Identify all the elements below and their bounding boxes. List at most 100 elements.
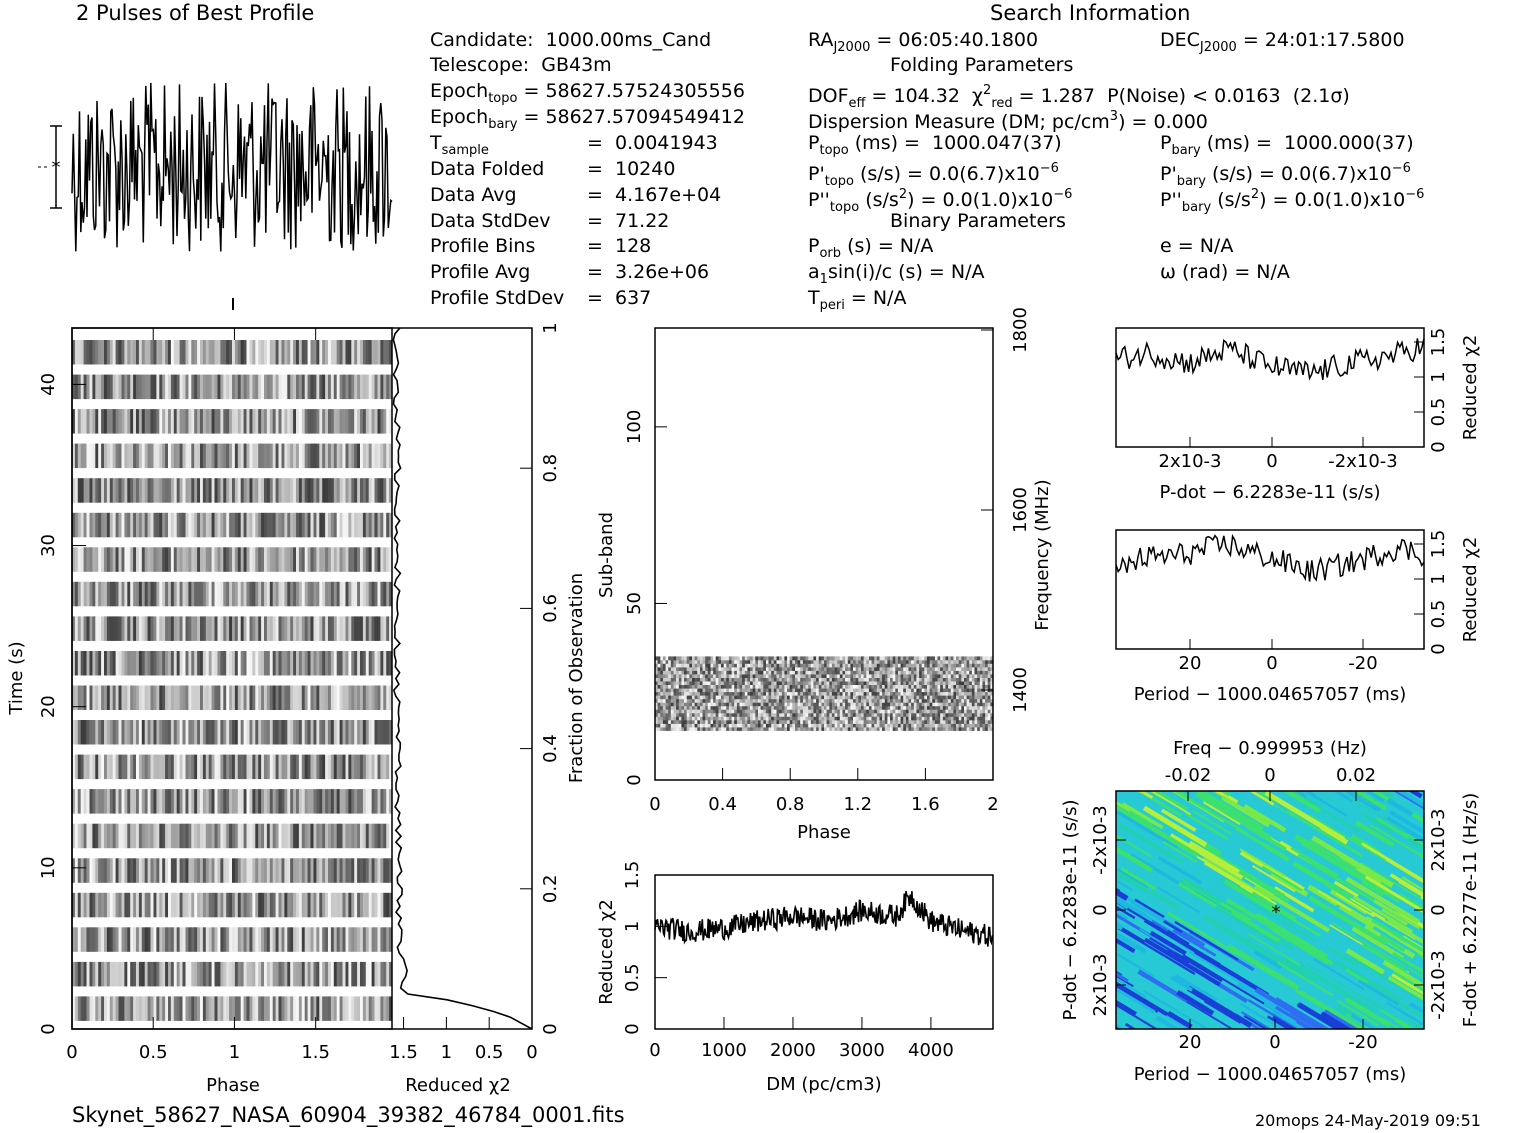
time-phase-cell <box>194 685 198 710</box>
subband-cell <box>744 656 748 661</box>
subband-cell <box>684 659 687 664</box>
subband-cell <box>969 727 973 731</box>
time-phase-cell <box>269 858 274 883</box>
subband-cell <box>892 656 896 661</box>
subband-cell <box>945 659 949 664</box>
time-phase-cell <box>383 685 387 710</box>
subband-cell <box>747 659 751 664</box>
subband-cell <box>884 705 888 710</box>
subband-cell <box>742 705 746 710</box>
subband-cell <box>713 688 717 693</box>
time-phase-cell <box>365 478 370 503</box>
subband-cell <box>707 681 711 685</box>
time-phase-cell <box>176 996 180 1021</box>
time-phase-cell <box>109 374 114 400</box>
subband-cell <box>908 677 912 682</box>
subband-cell <box>964 709 967 714</box>
subband-cell <box>705 695 709 700</box>
subband-cell <box>866 727 870 731</box>
subband-cell <box>773 663 777 668</box>
time-phase-cell <box>223 685 227 710</box>
subband-cell <box>802 716 806 721</box>
subband-cell <box>911 720 915 724</box>
time-phase-cell <box>310 512 314 538</box>
subband-cell <box>961 712 965 717</box>
time-phase-cell <box>319 858 323 883</box>
subband-cell <box>795 677 798 682</box>
subband-cell <box>763 727 767 731</box>
subband-cell <box>908 716 912 721</box>
subband-cell <box>813 674 817 678</box>
subband-cell <box>900 698 904 703</box>
time-phase-cell <box>106 858 111 883</box>
time-phase-cell <box>147 547 151 572</box>
subband-cell <box>710 656 714 661</box>
time-phase-cell <box>211 789 215 814</box>
time-phase-cell <box>133 754 137 780</box>
time-phase-cell <box>121 409 125 434</box>
time-phase-cell <box>147 754 151 780</box>
time-phase-cell <box>319 581 323 607</box>
subband-cell <box>905 720 909 724</box>
time-phase-cell <box>197 547 201 572</box>
time-phase-cell <box>95 927 99 952</box>
time-phase-cell <box>101 616 105 641</box>
time-phase-cell <box>348 443 352 469</box>
time-phase-cell <box>127 685 131 710</box>
subband-cell <box>874 727 878 731</box>
subband-cell <box>718 695 722 700</box>
subband-cell <box>924 656 928 661</box>
subband-cell <box>797 720 801 724</box>
subband-cell <box>868 681 872 685</box>
time-phase-cell <box>322 581 326 607</box>
time-phase-cell <box>322 996 326 1021</box>
subband-cell <box>850 681 854 685</box>
subband-cell <box>726 688 730 693</box>
subband-cell <box>987 659 991 664</box>
subband-cell <box>834 688 838 693</box>
subband-cell <box>911 688 915 693</box>
subband-cell <box>845 663 849 668</box>
time-phase-cell <box>168 409 172 434</box>
subband-cell <box>961 667 965 671</box>
time-phase-cell <box>153 651 157 676</box>
subband-cell <box>824 727 827 731</box>
subband-cell <box>797 698 801 703</box>
time-phase-cell <box>333 720 338 745</box>
subband-cell <box>985 656 989 661</box>
subband-cell <box>958 698 962 703</box>
subband-cell <box>810 720 814 724</box>
subband-cell <box>961 663 965 668</box>
time-phase-cell <box>275 858 279 883</box>
time-phase-cell <box>74 409 79 434</box>
subband-cell <box>752 688 756 693</box>
subband-cell <box>890 688 893 693</box>
time-phase-cell <box>162 961 166 987</box>
subband-cell <box>678 670 682 675</box>
time-phase-cell <box>266 512 271 538</box>
time-phase-cell <box>226 409 230 434</box>
subband-cell <box>934 727 938 731</box>
time-phase-cell <box>278 478 282 503</box>
time-phase-cell <box>211 754 215 780</box>
time-phase-cell <box>217 512 221 538</box>
time-phase-cell <box>130 754 134 780</box>
subband-cell <box>953 688 957 693</box>
time-phase-cell <box>374 927 378 952</box>
time-phase-cell <box>296 754 300 780</box>
time-phase-cell <box>150 616 154 641</box>
time-phase-cell <box>325 720 329 745</box>
time-phase-cell <box>269 478 274 503</box>
subband-cell <box>961 723 965 728</box>
time-phase-cell <box>258 581 262 607</box>
time-phase-cell <box>115 651 119 676</box>
subband-cell <box>673 681 677 685</box>
time-phase-cell <box>319 547 323 572</box>
subband-cell <box>876 720 880 724</box>
subband-cell <box>879 677 883 682</box>
subband-cell <box>834 695 838 700</box>
subband-cell <box>773 727 777 731</box>
subband-cell <box>932 670 936 675</box>
time-phase-cell <box>313 858 317 883</box>
time-phase-cell <box>296 927 300 952</box>
